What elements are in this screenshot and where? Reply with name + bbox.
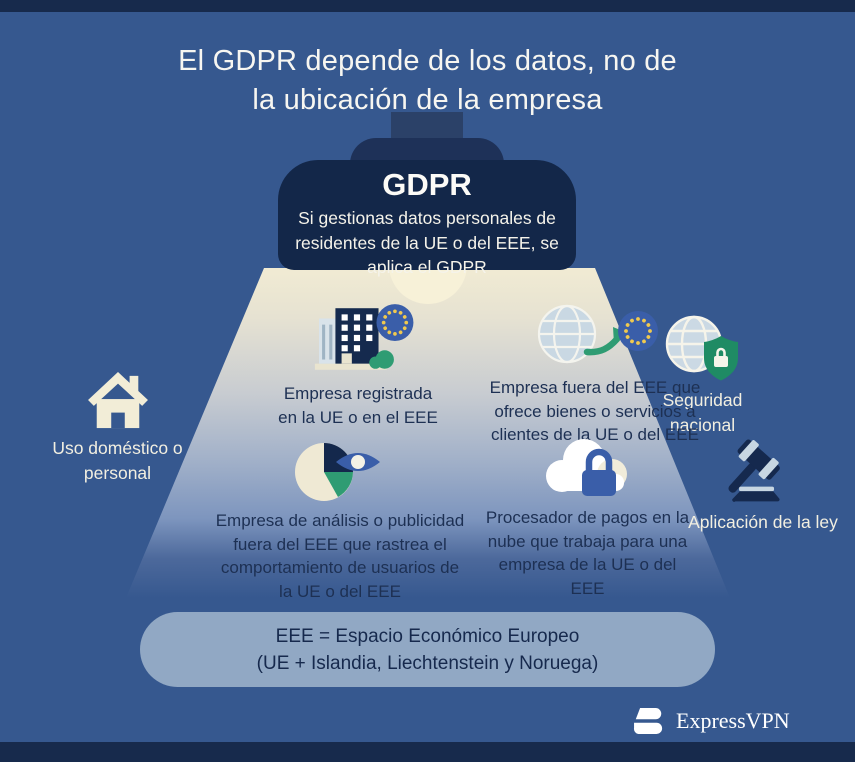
beam-item-cloud-payment-processor: Procesador de pagos en la nube que traba… [455,432,720,600]
brand-name: ExpressVPN [676,708,790,733]
gavel-icon [723,436,803,506]
beam-item-analytics-company: Empresa de análisis o publicidad fuera d… [190,436,490,603]
excluded-item-label: Seguridad nacional [662,390,743,435]
lamp-description: Si gestionas datos personales de residen… [295,208,559,277]
excluded-item-national-security: Seguridad nacional [645,314,760,438]
excluded-item-label: Aplicación de la ley [688,512,838,532]
beam-item-label: Empresa de análisis o publicidad fuera d… [215,511,465,601]
page-title-line2: la ubicación de la empresa [252,84,603,116]
lamp-heading: GDPR [382,167,472,202]
expressvpn-logo-icon [628,702,666,740]
cloud-lock-icon [526,432,650,502]
house-icon [87,372,149,430]
beam-item-company-outside-eea: Empresa fuera del EEE que ofrece bienes … [455,298,735,447]
top-dark-band [0,0,855,12]
beam-item-label: Procesador de pagos en la nube que traba… [485,508,690,598]
footnote-line1: EEE = Espacio Económico Europeo [275,625,580,647]
pie-chart-eye-icon [284,436,396,504]
footnote-pill: EEE = Espacio Económico Europeo (UE + Is… [140,612,715,687]
page-title-line1: El GDPR depende de los datos, no de [178,45,677,77]
beam-item-label: Empresa registrada en la UE o en el EEE [278,384,438,427]
lamp-shade: GDPR Si gestionas datos personales de re… [278,160,576,277]
globe-shield-lock-icon [664,314,742,386]
page-title: El GDPR depende de los datos, no de la u… [0,42,855,120]
brand-lockup: ExpressVPN [628,702,790,740]
beam-item-label: Empresa fuera del EEE que ofrece bienes … [489,378,701,444]
excluded-item-law-enforcement: Aplicación de la ley [688,436,838,535]
bottom-dark-band [0,742,855,762]
excluded-item-label: Uso doméstico o personal [52,438,183,483]
footnote-line2: (UE + Islandia, Liechtenstein y Noruega) [256,652,599,674]
building-eu-flag-icon [299,300,417,378]
beam-item-registered-company: Empresa registrada en la UE o en el EEE [248,300,468,429]
globe-arrow-eu-flag-icon [529,298,661,370]
excluded-item-domestic-use: Uso doméstico o personal [50,372,185,486]
